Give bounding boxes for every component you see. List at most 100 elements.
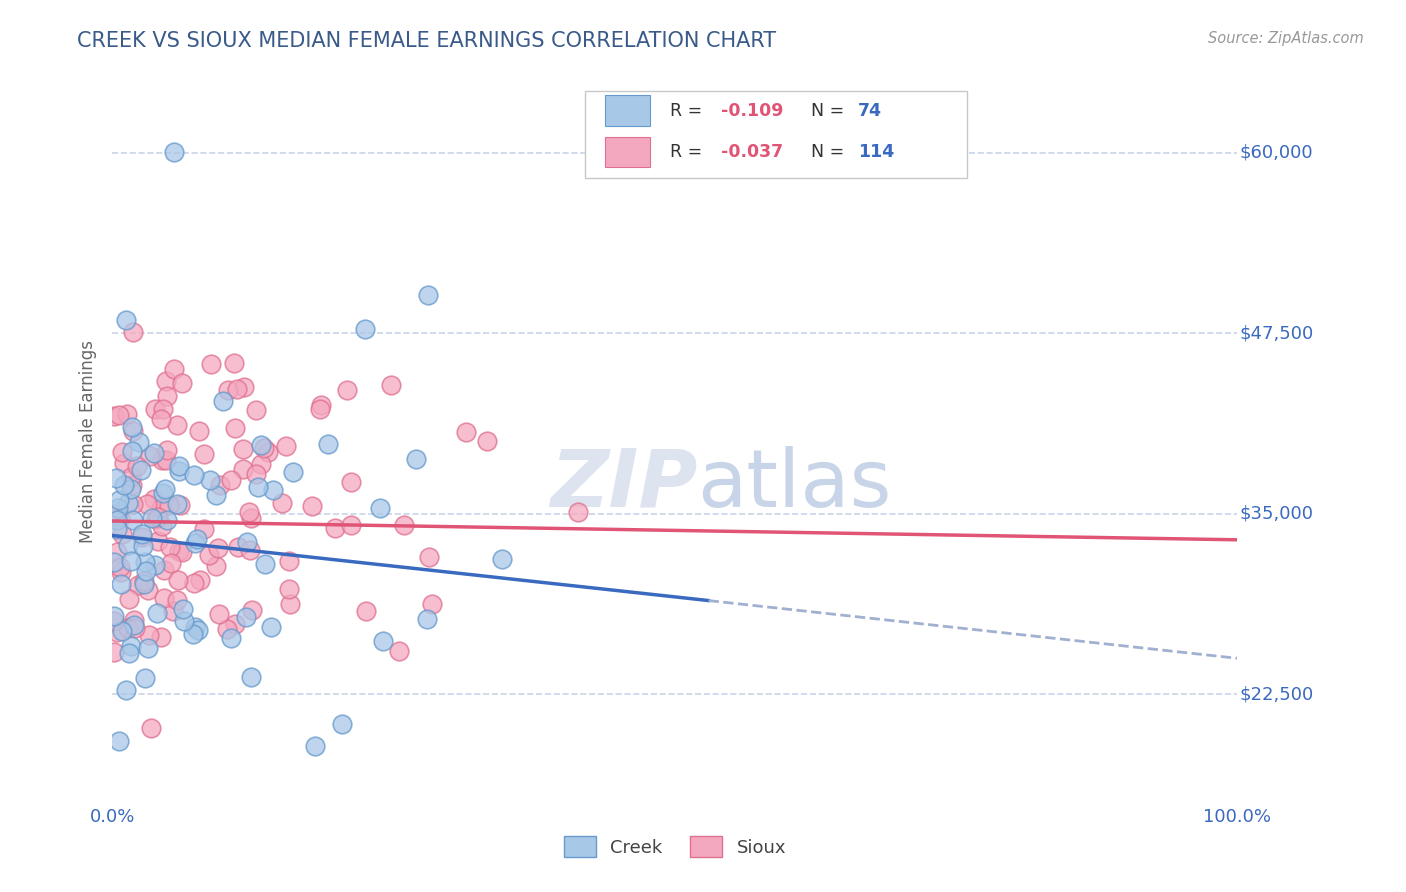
Point xyxy=(156,513,179,527)
Point xyxy=(271,496,294,510)
Text: $22,500: $22,500 xyxy=(1240,685,1313,704)
Point xyxy=(240,511,263,525)
Point xyxy=(224,356,246,370)
Point xyxy=(304,739,326,754)
Point xyxy=(456,425,478,439)
Point xyxy=(166,593,188,607)
Point xyxy=(198,549,221,563)
Point xyxy=(131,527,153,541)
FancyBboxPatch shape xyxy=(585,91,967,178)
Point xyxy=(491,552,513,566)
Point xyxy=(107,492,129,507)
Point xyxy=(183,576,205,591)
Point xyxy=(186,532,208,546)
Point xyxy=(416,287,439,301)
Point xyxy=(139,449,162,463)
Point xyxy=(143,558,166,572)
Point xyxy=(159,540,181,554)
Point xyxy=(167,458,190,473)
Point xyxy=(135,564,157,578)
Point xyxy=(183,468,205,483)
Point xyxy=(156,389,179,403)
Point xyxy=(301,499,323,513)
Point xyxy=(181,626,204,640)
Point xyxy=(108,409,131,423)
Point xyxy=(232,442,254,457)
Point xyxy=(103,556,125,570)
Point xyxy=(475,434,498,449)
Point xyxy=(163,362,186,376)
Point xyxy=(152,486,174,500)
Point xyxy=(245,467,267,481)
Point xyxy=(150,453,173,467)
Text: CREEK VS SIOUX MEDIAN FEMALE EARNINGS CORRELATION CHART: CREEK VS SIOUX MEDIAN FEMALE EARNINGS CO… xyxy=(77,31,776,51)
Point xyxy=(145,512,167,526)
Point xyxy=(104,508,127,523)
Point xyxy=(239,543,262,558)
Point xyxy=(207,541,229,555)
Point xyxy=(105,513,128,527)
Point xyxy=(217,384,239,398)
Point xyxy=(141,511,163,525)
Point xyxy=(188,424,211,438)
Point xyxy=(416,612,439,626)
Point xyxy=(150,630,173,644)
Point xyxy=(121,325,143,339)
Point xyxy=(262,483,284,497)
Point xyxy=(336,383,359,397)
Point xyxy=(392,517,415,532)
Point xyxy=(132,574,155,589)
Point xyxy=(127,458,149,473)
Point xyxy=(120,639,142,653)
Point xyxy=(127,578,149,592)
Point xyxy=(200,473,222,487)
Point xyxy=(111,444,134,458)
Point xyxy=(111,527,134,541)
Point xyxy=(260,620,283,634)
Point xyxy=(167,544,190,558)
Point xyxy=(380,378,402,392)
Point xyxy=(232,462,254,476)
Point xyxy=(107,545,129,559)
Point xyxy=(117,621,139,635)
Point xyxy=(208,478,231,492)
Point xyxy=(373,634,395,648)
Point xyxy=(235,610,257,624)
Point xyxy=(247,480,270,494)
Point xyxy=(108,734,131,748)
Point xyxy=(276,439,298,453)
Point xyxy=(149,500,172,515)
Point xyxy=(183,620,205,634)
Point xyxy=(160,557,183,571)
Text: $47,500: $47,500 xyxy=(1240,324,1313,343)
Text: 74: 74 xyxy=(858,102,882,120)
Point xyxy=(132,539,155,553)
Point xyxy=(110,577,132,591)
Point xyxy=(122,613,145,627)
Text: $35,000: $35,000 xyxy=(1240,505,1313,523)
Point xyxy=(280,597,302,611)
Text: Source: ZipAtlas.com: Source: ZipAtlas.com xyxy=(1208,31,1364,46)
Point xyxy=(108,560,131,574)
Point xyxy=(136,497,159,511)
Text: R =: R = xyxy=(671,102,709,120)
Point xyxy=(129,463,152,477)
Point xyxy=(253,557,276,571)
Point xyxy=(143,402,166,417)
Point xyxy=(155,452,177,467)
Point xyxy=(134,555,156,569)
Point xyxy=(233,380,256,394)
Point xyxy=(103,615,125,629)
Point xyxy=(112,456,135,470)
Point xyxy=(405,452,427,467)
Point xyxy=(219,474,242,488)
Point xyxy=(309,401,332,416)
Point xyxy=(110,565,132,579)
Point xyxy=(108,510,131,524)
Point xyxy=(105,523,128,537)
Point xyxy=(420,597,443,611)
Point xyxy=(149,411,172,425)
Point xyxy=(141,721,163,735)
Point xyxy=(152,401,174,416)
Point xyxy=(107,501,129,516)
